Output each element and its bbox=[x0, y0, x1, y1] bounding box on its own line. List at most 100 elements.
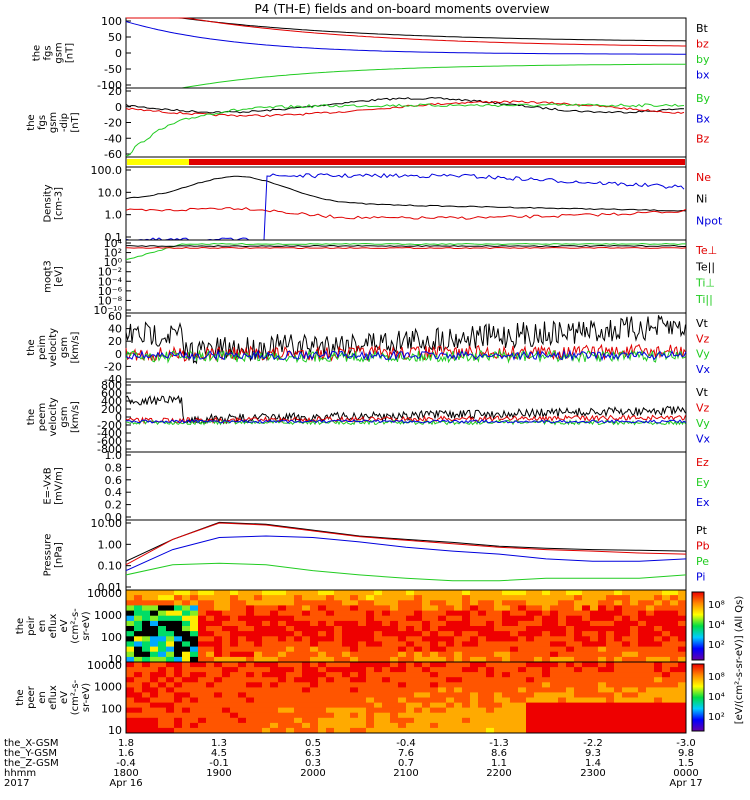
spectrogram-cell bbox=[382, 641, 391, 648]
spectrogram-cell bbox=[318, 610, 327, 617]
spectrogram-cell bbox=[590, 722, 599, 729]
y-axis-label: velocity bbox=[48, 328, 59, 367]
spectrogram-cell bbox=[558, 651, 567, 658]
spectrogram-cell bbox=[350, 636, 359, 642]
spectrogram-cell bbox=[390, 697, 399, 704]
legend-entry: By bbox=[696, 92, 711, 105]
spectrogram-cell bbox=[190, 615, 199, 622]
spectrogram-cell bbox=[422, 692, 431, 698]
spectrogram-cell bbox=[622, 692, 631, 698]
spectrogram-cell bbox=[174, 702, 183, 709]
spectrogram-cell bbox=[174, 600, 183, 606]
spectrogram-cell bbox=[662, 682, 671, 688]
spectrogram-cell bbox=[270, 610, 279, 617]
y-axis-label: sr-eV) bbox=[81, 683, 92, 712]
spectrogram-cell bbox=[478, 590, 487, 596]
spectrogram-cell bbox=[406, 626, 415, 632]
spectrogram-cell bbox=[230, 672, 239, 678]
spectrogram-cell bbox=[494, 590, 503, 596]
spectrogram-cell bbox=[126, 610, 135, 617]
spectrogram-cell bbox=[414, 697, 423, 704]
spectrogram-cell bbox=[222, 615, 231, 622]
spectrogram-cell bbox=[350, 620, 359, 627]
spectrogram-cell bbox=[550, 697, 559, 704]
spectrogram-cell bbox=[526, 641, 535, 648]
spectrogram-cell bbox=[198, 697, 207, 704]
spectrogram-cell bbox=[494, 615, 503, 622]
spectrogram-cell bbox=[294, 672, 303, 678]
spectrogram-cell bbox=[550, 626, 559, 632]
spectrogram-cell bbox=[350, 626, 359, 632]
spectrogram-cell bbox=[366, 595, 375, 601]
spectrogram-cell bbox=[438, 656, 447, 663]
spectrogram-cell bbox=[414, 610, 423, 617]
spectrogram-cell bbox=[182, 626, 191, 632]
spectrogram-cell bbox=[670, 590, 679, 596]
spectrogram-cell bbox=[614, 722, 623, 729]
spectrogram-cell bbox=[662, 646, 671, 653]
spectrogram-cell bbox=[302, 646, 311, 653]
spectrogram-cell bbox=[390, 722, 399, 729]
spectrogram-cell bbox=[214, 595, 223, 601]
spectrogram-cell bbox=[526, 682, 535, 688]
spectrogram-cell bbox=[662, 600, 671, 606]
spectrogram-cell bbox=[470, 717, 479, 724]
spectrogram-cell bbox=[470, 651, 479, 658]
spectrogram-cell bbox=[454, 727, 463, 734]
legend-entry: Vy bbox=[696, 417, 710, 430]
spectrogram-cell bbox=[174, 662, 183, 668]
spectrogram-cell bbox=[390, 712, 399, 719]
spectrogram-cell bbox=[430, 672, 439, 678]
spectrogram-cell bbox=[190, 687, 199, 693]
series-Ne bbox=[125, 207, 687, 220]
spectrogram-cell bbox=[478, 662, 487, 668]
spectrogram-cell bbox=[222, 712, 231, 719]
colorbar-tick-label: 10² bbox=[708, 640, 725, 651]
spectrogram-cell bbox=[206, 682, 215, 688]
spectrogram-cell bbox=[398, 646, 407, 653]
spectrogram-cell bbox=[310, 682, 319, 688]
x-axis-row-label: the_X-GSM bbox=[4, 738, 58, 749]
spectrogram-cell bbox=[494, 656, 503, 663]
spectrogram-cell bbox=[590, 702, 599, 709]
spectrogram-cell bbox=[302, 727, 311, 734]
spectrogram-cell bbox=[342, 662, 351, 668]
spectrogram-cell bbox=[462, 662, 471, 668]
spectrogram-cell bbox=[662, 672, 671, 678]
spectrogram-cell bbox=[190, 727, 199, 734]
spectrogram-cell bbox=[262, 646, 271, 653]
spectrogram-cell bbox=[318, 667, 327, 673]
spectrogram-cell bbox=[646, 677, 655, 683]
spectrogram-cell bbox=[310, 631, 319, 637]
spectrogram-cell bbox=[670, 692, 679, 698]
spectrogram-cell bbox=[406, 651, 415, 658]
x-axis-row-label: hhmm bbox=[4, 768, 36, 779]
x-axis-value: -0.4 bbox=[396, 738, 416, 749]
spectrogram-cell bbox=[510, 631, 519, 637]
spectrogram-cell bbox=[382, 687, 391, 693]
spectrogram-cell bbox=[438, 590, 447, 596]
spectrogram-cell bbox=[390, 717, 399, 724]
spectrogram-cell bbox=[486, 717, 495, 724]
spectrogram-cell bbox=[662, 717, 671, 724]
spectrogram-cell bbox=[502, 722, 511, 729]
spectrogram-cell bbox=[606, 717, 615, 724]
spectrogram-cell bbox=[382, 712, 391, 719]
series-by bbox=[126, 63, 686, 89]
spectrogram-cell bbox=[542, 722, 551, 729]
spectrogram-cell bbox=[262, 712, 271, 719]
spectrogram-cell bbox=[182, 651, 191, 658]
spectrogram-cell bbox=[326, 610, 335, 617]
spectrogram-cell bbox=[206, 641, 215, 648]
y-tick-label: 10⁻⁶ bbox=[98, 285, 123, 298]
spectrogram-cell bbox=[422, 667, 431, 673]
spectrogram-cell bbox=[150, 641, 159, 648]
spectrogram-cell bbox=[350, 646, 359, 653]
spectrogram-cell bbox=[390, 702, 399, 709]
spectrogram-cell bbox=[334, 615, 343, 622]
spectrogram-cell bbox=[550, 722, 559, 729]
spectrogram-cell bbox=[262, 595, 271, 601]
spectrogram-cell bbox=[478, 631, 487, 637]
spectrogram-cell bbox=[158, 605, 167, 612]
spectrogram-cell bbox=[150, 610, 159, 617]
